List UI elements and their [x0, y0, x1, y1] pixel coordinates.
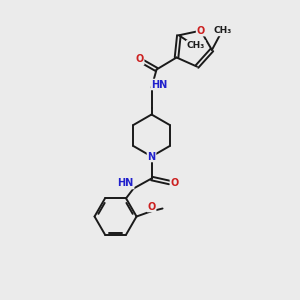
Text: CH₃: CH₃ — [214, 26, 232, 35]
Text: O: O — [135, 55, 144, 64]
Text: HN: HN — [152, 80, 168, 89]
Text: HN: HN — [117, 178, 134, 188]
Text: O: O — [196, 26, 205, 36]
Text: O: O — [170, 178, 179, 188]
Text: O: O — [147, 202, 156, 212]
Text: N: N — [148, 152, 156, 161]
Text: CH₃: CH₃ — [187, 41, 205, 50]
